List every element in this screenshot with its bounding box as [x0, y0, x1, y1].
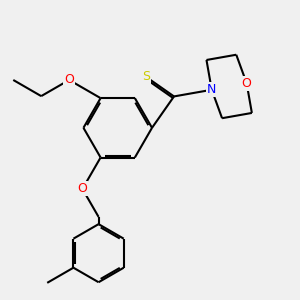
- Text: N: N: [207, 83, 216, 96]
- Text: S: S: [142, 70, 150, 83]
- Text: O: O: [242, 77, 252, 90]
- Text: O: O: [64, 74, 74, 86]
- Text: O: O: [77, 182, 87, 195]
